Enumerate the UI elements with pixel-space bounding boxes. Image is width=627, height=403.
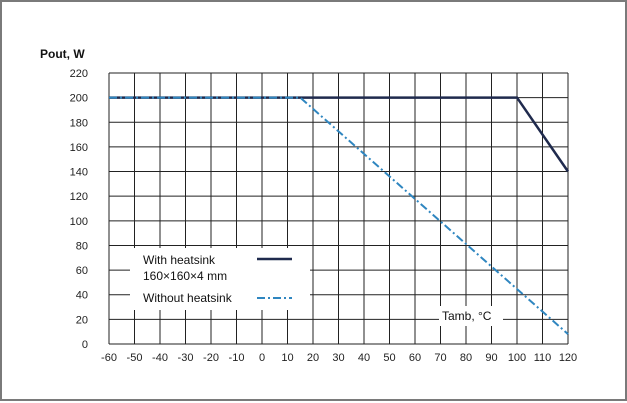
y-tick-label: 120 (70, 191, 88, 203)
y-tick-label: 20 (76, 314, 88, 326)
x-tick-label: -40 (152, 352, 168, 364)
x-tick-label: 80 (460, 352, 472, 364)
legend-label-with-heatsink-size: 160×160×4 mm (143, 269, 227, 283)
x-tick-label: 10 (281, 352, 293, 364)
x-axis-label: Tamb, °C (442, 309, 492, 323)
y-tick-label: 100 (70, 216, 88, 228)
x-tick-label: 30 (332, 352, 344, 364)
x-tick-label: -50 (127, 352, 143, 364)
y-tick-label: 160 (70, 142, 88, 154)
y-tick-label: 180 (70, 117, 88, 129)
y-tick-label: 200 (70, 93, 88, 105)
x-tick-label: 90 (485, 352, 497, 364)
legend: With heatsink 160×160×4 mm Without heats… (130, 248, 310, 310)
x-tick-label: -20 (203, 352, 219, 364)
x-tick-label: 100 (508, 352, 526, 364)
series-layer (109, 96, 570, 335)
x-tick-label: -30 (178, 352, 194, 364)
x-tick-label: 40 (358, 352, 370, 364)
y-axis-label: Pout, W (40, 47, 85, 61)
x-axis-label-box: Tamb, °C (439, 306, 503, 326)
x-tick-label: 60 (409, 352, 421, 364)
x-tick-label: -10 (229, 352, 245, 364)
x-tick-label: 50 (383, 352, 395, 364)
legend-label-without-heatsink: Without heatsink (143, 291, 233, 305)
y-tick-label: 60 (76, 265, 88, 277)
x-axis-label-background (439, 306, 503, 326)
x-tick-label: 70 (434, 352, 446, 364)
x-tick-label: 110 (534, 352, 552, 364)
legend-label-with-heatsink: With heatsink (143, 253, 216, 267)
x-tick-label: -60 (101, 352, 117, 364)
x-tick-label: 0 (259, 352, 265, 364)
x-tick-label: 20 (307, 352, 319, 364)
x-tick-label: 120 (559, 352, 577, 364)
y-tick-label: 40 (76, 290, 88, 302)
y-tick-label: 140 (70, 167, 88, 179)
y-tick-label: 80 (76, 240, 88, 252)
y-tick-label: 220 (70, 68, 88, 80)
y-tick-label: 0 (82, 339, 88, 351)
